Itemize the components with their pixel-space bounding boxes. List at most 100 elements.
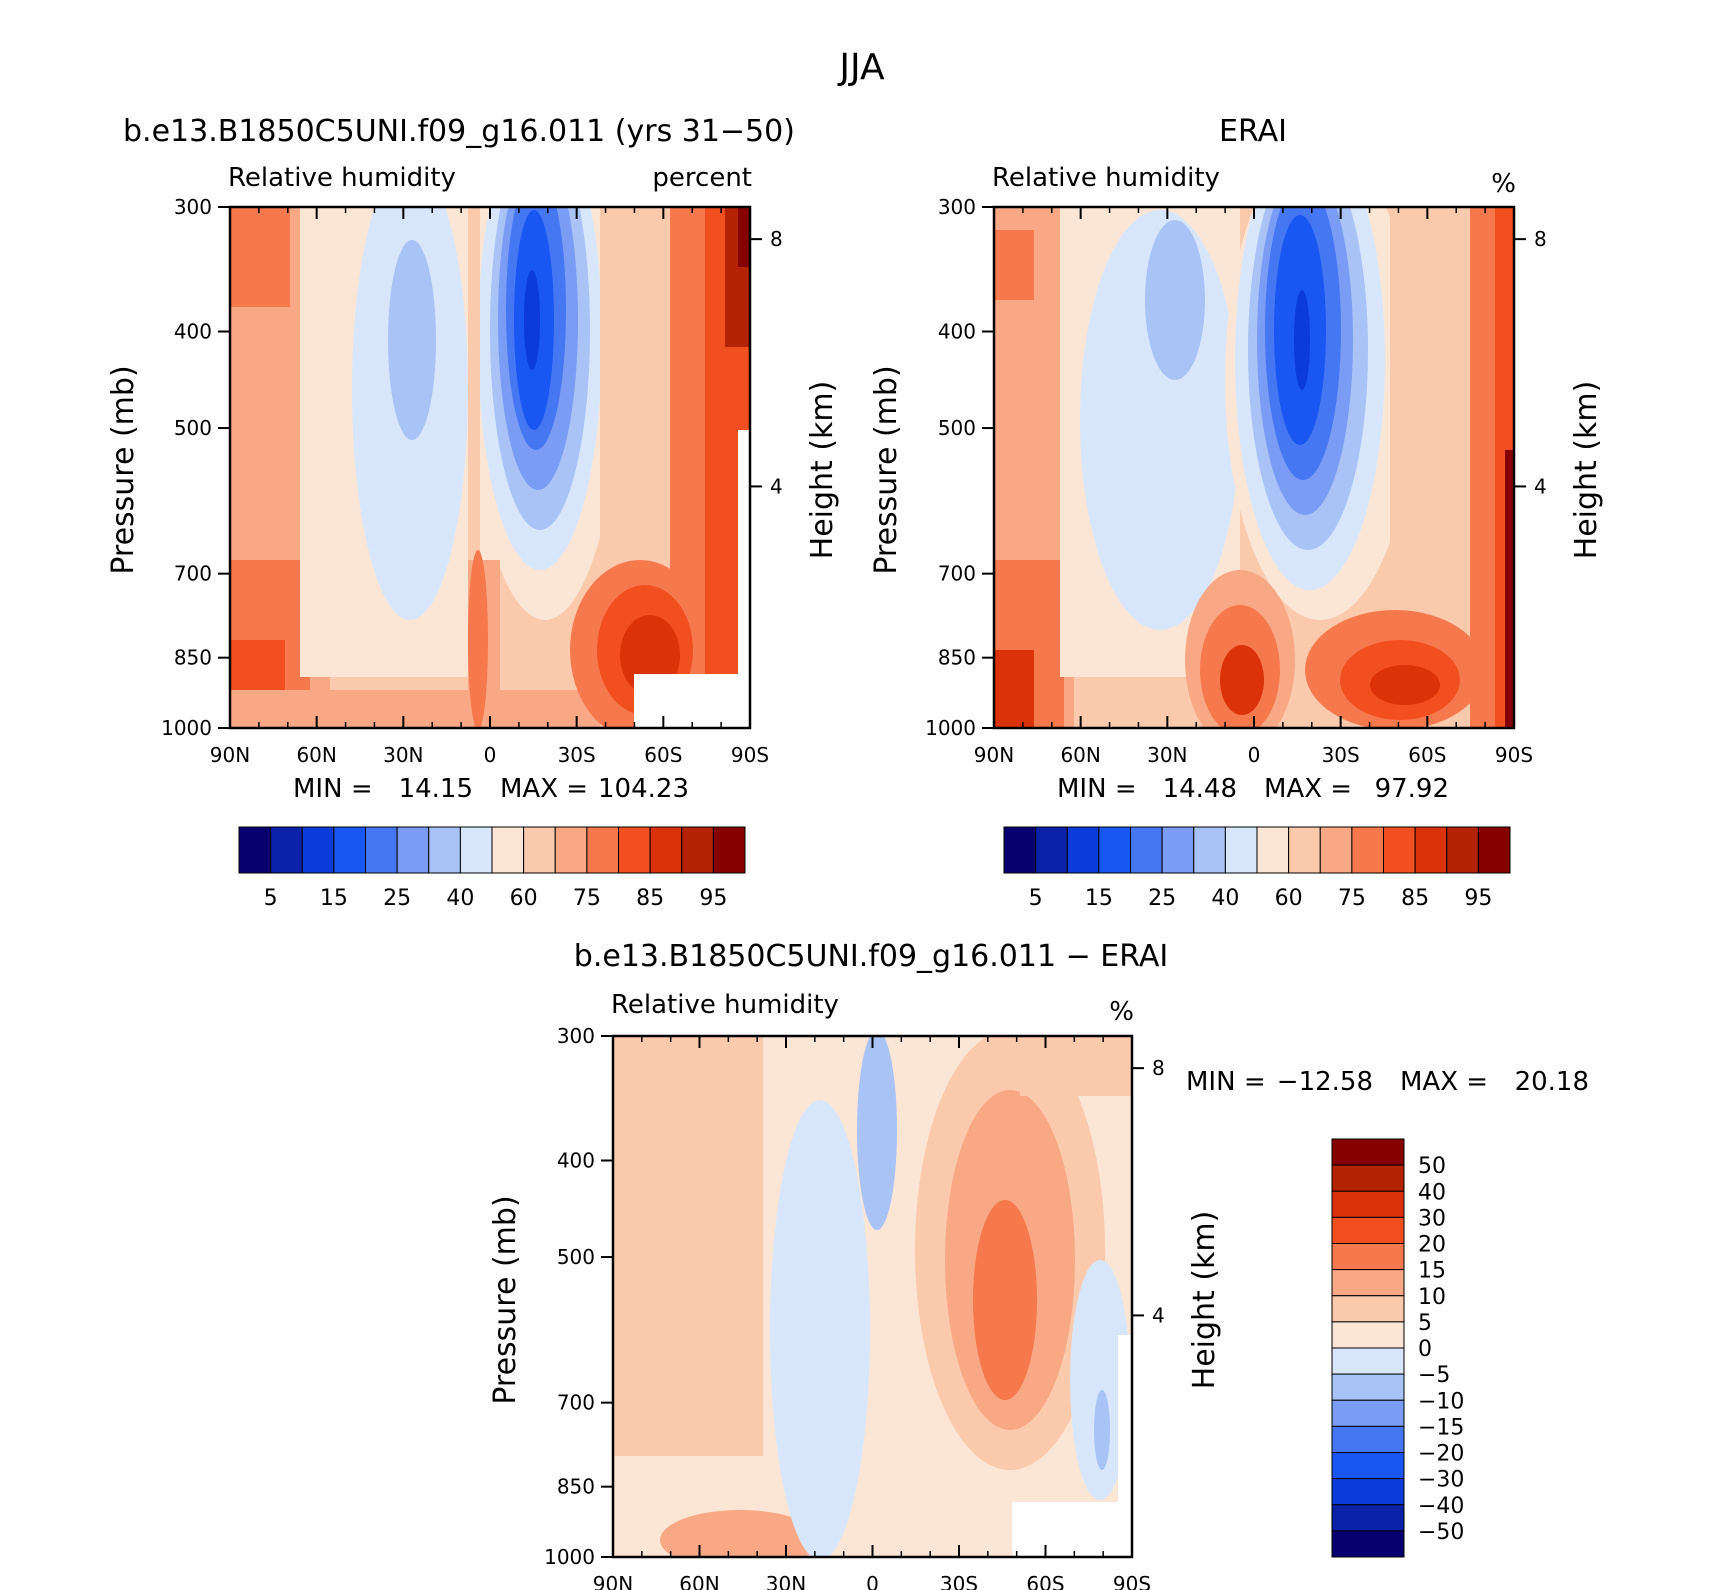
panel-model: b.e13.B1850C5UNI.f09_g16.011 (yrs 31−50)… xyxy=(106,114,840,911)
panel-model-max-value: 104.23 xyxy=(598,774,689,804)
colorbar-box xyxy=(1098,826,1131,874)
panel-erai-title: ERAI xyxy=(1219,114,1287,149)
x-tick-label: 60S xyxy=(644,743,682,767)
colorbar-label: 50 xyxy=(1418,1154,1446,1179)
colorbar-label: 5 xyxy=(1029,886,1043,911)
field-antarctic-3 xyxy=(738,207,750,267)
colorbar-box xyxy=(681,826,714,874)
colorbar-label: 30 xyxy=(1418,1206,1446,1231)
colorbar-box xyxy=(1446,826,1479,874)
panel-erai-min-label: MIN = xyxy=(1057,774,1137,804)
x-tick-label: 60N xyxy=(296,743,336,767)
panel-diff: b.e13.B1850C5UNI.f09_g16.011 − ERAI Rela… xyxy=(488,939,1589,1590)
colorbar-box xyxy=(712,826,746,874)
colorbar-box xyxy=(1331,1347,1405,1375)
colorbar-label: 60 xyxy=(1275,886,1303,911)
colorbar-box xyxy=(1066,826,1100,874)
panel-model-min-label: MIN = xyxy=(293,774,373,804)
colorbar-label: 75 xyxy=(573,886,601,911)
colorbar-box xyxy=(1331,1190,1405,1218)
colorbar-box xyxy=(1331,1138,1405,1166)
field-band-arctic xyxy=(994,230,1034,300)
colorbar-label: 85 xyxy=(636,886,664,911)
panel-model-ylabel-right: Height (km) xyxy=(805,381,840,560)
y-right-tick-label: 8 xyxy=(770,227,783,251)
colorbar-box xyxy=(491,826,525,874)
panel-model-axes: 90N 60N 30N 0 30S 60S 90S 300 400 500 700 850 1000 8 4 xyxy=(161,195,783,767)
y-tick-label: 300 xyxy=(174,195,212,219)
x-tick-label: 90N xyxy=(210,743,250,767)
colorbar-label: −40 xyxy=(1418,1494,1464,1519)
colorbar-label: −30 xyxy=(1418,1468,1464,1493)
colorbar-box xyxy=(1331,1243,1405,1271)
y-tick-label: 500 xyxy=(174,416,212,440)
colorbar-box xyxy=(1319,826,1353,874)
y-tick-label: 400 xyxy=(174,319,212,343)
colorbar-label: 95 xyxy=(699,886,727,911)
panel-diff-max-label: MAX = xyxy=(1400,1067,1488,1097)
y-tick-label: 400 xyxy=(557,1148,595,1172)
colorbar-label: 85 xyxy=(1401,886,1429,911)
field-missing-pole xyxy=(1118,1335,1132,1557)
colorbar-box xyxy=(1331,1216,1405,1244)
panel-erai-field xyxy=(994,207,1514,728)
colorbar-box xyxy=(586,826,619,874)
x-tick-label: 90N xyxy=(593,1572,633,1590)
panel-erai-ylabel: Pressure (mb) xyxy=(869,365,904,574)
colorbar-label: 25 xyxy=(1148,886,1176,911)
colorbar-label: 5 xyxy=(1418,1311,1432,1336)
colorbar-label: −5 xyxy=(1418,1363,1450,1388)
colorbar-label: 15 xyxy=(1085,886,1113,911)
colorbar-label: 60 xyxy=(510,886,538,911)
colorbar-box xyxy=(1331,1425,1405,1453)
colorbar-label: 95 xyxy=(1464,886,1492,911)
y-tick-label: 1000 xyxy=(161,716,212,740)
colorbar-box xyxy=(238,826,272,874)
y-tick-label: 300 xyxy=(557,1024,595,1048)
x-tick-label: 30S xyxy=(940,1572,978,1590)
colorbar-box xyxy=(396,826,430,874)
colorbar-label: −10 xyxy=(1418,1389,1464,1414)
x-tick-label: 60N xyxy=(1060,743,1100,767)
colorbar-box xyxy=(301,826,335,874)
field-sh-cell-3 xyxy=(1370,665,1440,705)
field-sh-pos-3 xyxy=(973,1200,1037,1400)
panel-diff-field xyxy=(613,1036,1132,1557)
colorbar-box xyxy=(1331,1269,1405,1297)
panel-erai-units: % xyxy=(1491,169,1516,199)
panel-model-title: b.e13.B1850C5UNI.f09_g16.011 (yrs 31−50) xyxy=(123,114,795,149)
colorbar-box xyxy=(1288,826,1321,874)
panel-erai-max-label: MAX = xyxy=(1264,774,1352,804)
colorbar-box xyxy=(1331,1530,1405,1558)
y-tick-label: 500 xyxy=(557,1245,595,1269)
x-tick-label: 60S xyxy=(1408,743,1446,767)
panel-erai-variable: Relative humidity xyxy=(992,163,1220,193)
panel-model-colorbar: 5 15 25 40 60 75 85 95 xyxy=(238,826,746,911)
colorbar-label: 40 xyxy=(1211,886,1239,911)
colorbar-box xyxy=(1130,826,1163,874)
colorbar-label: 75 xyxy=(1338,886,1366,911)
y-tick-label: 700 xyxy=(938,562,976,586)
panel-diff-title: b.e13.B1850C5UNI.f09_g16.011 − ERAI xyxy=(574,939,1168,974)
colorbar-box xyxy=(1477,826,1511,874)
colorbar-box xyxy=(618,826,651,874)
panel-erai-ylabel-right: Height (km) xyxy=(1569,381,1604,560)
y-tick-label: 700 xyxy=(557,1391,595,1415)
colorbar-box xyxy=(1331,1399,1405,1427)
panel-diff-axes: 90N 60N 30N 0 30S 60S 90S 300 400 500 700 850 1000 8 4 xyxy=(544,1024,1165,1590)
colorbar-box xyxy=(523,826,556,874)
field-band-arctic xyxy=(230,207,290,307)
y-tick-label: 400 xyxy=(938,319,976,343)
colorbar-label: 5 xyxy=(264,886,278,911)
colorbar-label: −20 xyxy=(1418,1442,1464,1467)
colorbar-label: 0 xyxy=(1418,1337,1432,1362)
x-tick-label: 90N xyxy=(974,743,1014,767)
x-tick-label: 30N xyxy=(383,743,423,767)
page-title: JJA xyxy=(837,47,885,88)
field-missing-low xyxy=(1012,1502,1132,1557)
field-band-nh-surface xyxy=(994,650,1034,728)
field-nh-neg xyxy=(770,1100,870,1557)
field-dry-sh-6 xyxy=(524,270,540,370)
x-tick-label: 0 xyxy=(484,743,497,767)
x-tick-label: 60S xyxy=(1026,1572,1064,1590)
